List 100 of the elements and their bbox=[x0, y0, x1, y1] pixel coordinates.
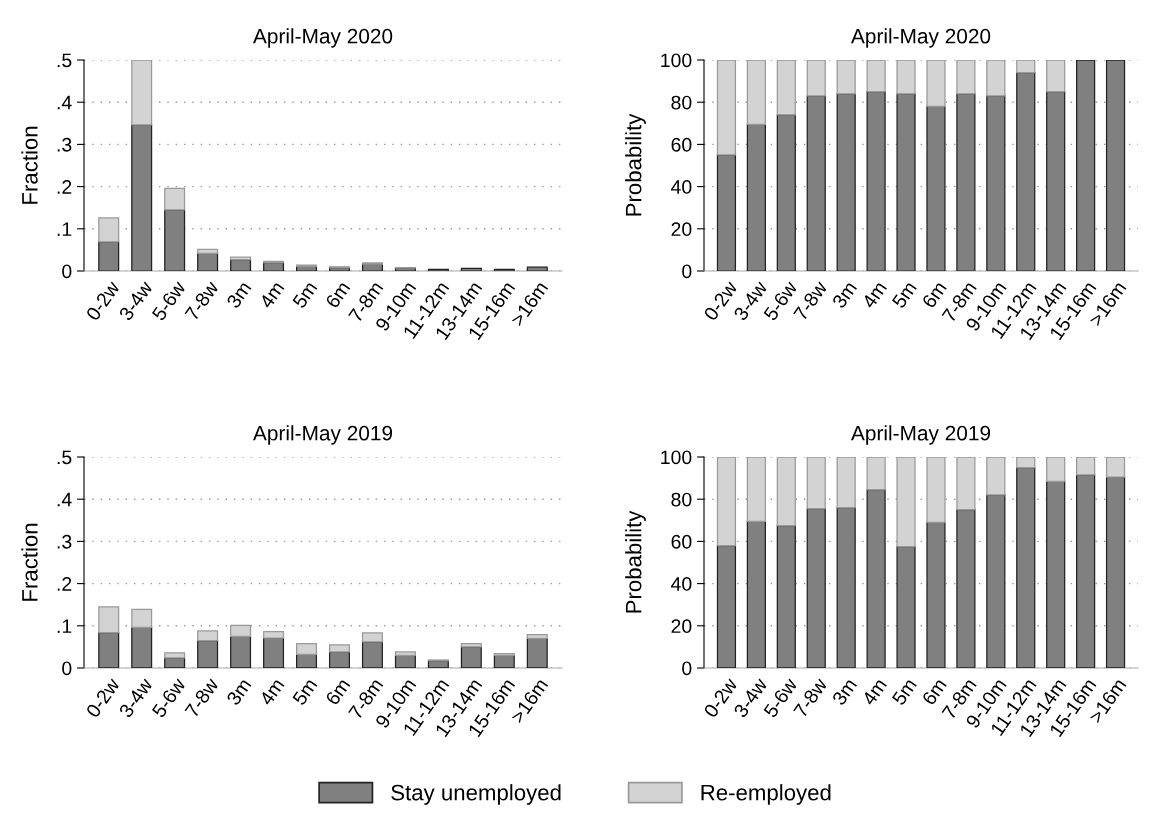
bar bbox=[746, 520, 766, 668]
chart-title: April-May 2020 bbox=[850, 28, 991, 48]
bar bbox=[776, 524, 796, 668]
bar bbox=[328, 651, 350, 668]
bar bbox=[131, 608, 153, 629]
y-tick-label: 0 bbox=[62, 661, 72, 676]
chart-title: April-May 2019 bbox=[850, 425, 991, 445]
legend-label: Stay unemployed bbox=[391, 784, 561, 805]
y-tick-label: .1 bbox=[57, 222, 72, 236]
x-tick-label: 4m bbox=[258, 677, 285, 707]
y-axis-title: Probability bbox=[625, 510, 646, 613]
bar bbox=[896, 60, 916, 95]
bar bbox=[806, 457, 826, 510]
bar bbox=[460, 267, 482, 271]
x-tick-label: 3m bbox=[225, 677, 252, 707]
bar bbox=[926, 521, 946, 668]
bar bbox=[361, 641, 383, 668]
bar bbox=[1016, 466, 1036, 668]
bar bbox=[836, 457, 856, 509]
y-tick-label: 100 bbox=[661, 53, 692, 68]
y-tick-label: .2 bbox=[57, 180, 72, 194]
bar bbox=[131, 124, 153, 271]
bar bbox=[896, 546, 916, 668]
bar bbox=[776, 114, 796, 271]
y-tick-label: 80 bbox=[671, 492, 692, 507]
bar bbox=[1076, 474, 1096, 668]
bar bbox=[896, 457, 916, 548]
y-tick-label: .3 bbox=[57, 137, 72, 152]
y-tick-label: 80 bbox=[671, 95, 692, 110]
bar bbox=[716, 154, 737, 271]
x-tick-label: 5m bbox=[292, 280, 318, 310]
y-axis-title: Fraction bbox=[21, 126, 38, 204]
bar bbox=[806, 60, 826, 97]
y-axis-title: Probability bbox=[625, 113, 646, 216]
bar bbox=[197, 630, 219, 642]
y-tick-label: 0 bbox=[62, 264, 72, 279]
x-tick-label: 5m bbox=[891, 677, 917, 707]
y-tick-label: 20 bbox=[671, 222, 692, 237]
bar bbox=[986, 457, 1006, 496]
bar bbox=[1046, 60, 1066, 93]
legend-label: Re-employed bbox=[701, 784, 831, 805]
bar bbox=[956, 509, 976, 668]
x-tick-label: 3m bbox=[831, 677, 858, 707]
chart-title: April-May 2019 bbox=[252, 425, 393, 445]
x-tick-label: 5m bbox=[891, 280, 917, 310]
y-tick-label: .5 bbox=[57, 53, 72, 68]
bar bbox=[896, 93, 916, 271]
bar bbox=[98, 631, 120, 668]
bar bbox=[98, 241, 120, 271]
bar bbox=[460, 646, 482, 668]
bar bbox=[746, 123, 766, 271]
y-tick-label: .3 bbox=[57, 534, 72, 549]
bar bbox=[98, 217, 120, 243]
bar bbox=[263, 637, 285, 668]
y-tick-label: 40 bbox=[671, 180, 692, 194]
bar bbox=[1105, 476, 1126, 668]
bar bbox=[197, 248, 219, 254]
bar bbox=[926, 105, 946, 271]
x-tick-label: 4m bbox=[861, 677, 887, 707]
x-tick-label: 4m bbox=[258, 280, 285, 310]
bar bbox=[328, 644, 350, 653]
x-tick-label: 4m bbox=[861, 280, 887, 310]
bar bbox=[263, 631, 285, 639]
x-tick-label: 3m bbox=[225, 280, 252, 310]
bar bbox=[394, 654, 416, 668]
bar bbox=[836, 60, 856, 95]
bar bbox=[866, 489, 886, 668]
y-axis-title: Fraction bbox=[21, 523, 38, 601]
bar bbox=[806, 508, 826, 668]
chart-title: April-May 2020 bbox=[252, 28, 393, 48]
y-tick-label: .5 bbox=[57, 450, 72, 465]
bar bbox=[427, 660, 449, 668]
bar bbox=[866, 91, 886, 271]
y-tick-label: .2 bbox=[57, 577, 72, 591]
bar bbox=[986, 494, 1006, 668]
y-tick-label: 60 bbox=[671, 534, 692, 549]
bar bbox=[1016, 72, 1036, 271]
bar bbox=[131, 60, 153, 126]
y-tick-label: 0 bbox=[682, 264, 692, 279]
bar bbox=[836, 507, 856, 668]
bar bbox=[98, 606, 120, 634]
bar bbox=[230, 256, 252, 261]
bar bbox=[394, 651, 416, 656]
y-tick-label: .1 bbox=[57, 619, 72, 633]
x-tick-label: 3m bbox=[831, 280, 858, 310]
bar bbox=[296, 653, 318, 668]
y-tick-label: 20 bbox=[671, 619, 692, 634]
y-tick-label: .4 bbox=[57, 95, 72, 110]
bar bbox=[164, 652, 186, 659]
bar bbox=[1105, 60, 1126, 271]
bar bbox=[197, 252, 219, 271]
bar bbox=[230, 258, 252, 271]
bar bbox=[1046, 480, 1066, 668]
bar bbox=[526, 637, 548, 668]
bar bbox=[1016, 457, 1036, 469]
bar bbox=[986, 60, 1006, 97]
bar bbox=[956, 93, 976, 271]
y-tick-label: 60 bbox=[671, 137, 692, 152]
bar bbox=[526, 266, 548, 271]
x-tick-label: 6m bbox=[324, 280, 351, 309]
